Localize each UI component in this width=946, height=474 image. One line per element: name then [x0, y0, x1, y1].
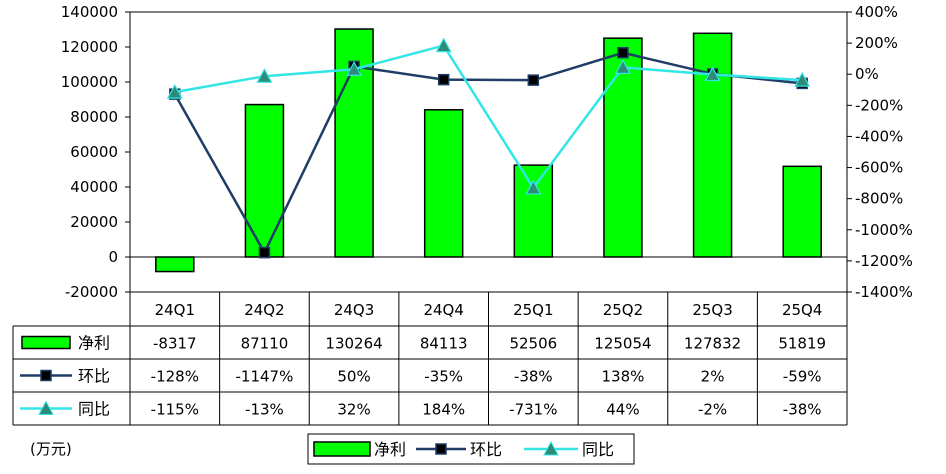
marker-triangle-25Q2: [614, 59, 631, 74]
bar-24Q4: [423, 109, 464, 258]
left-axis-tick-label: 80000: [70, 108, 118, 126]
left-axis-tick-label: 40000: [70, 178, 118, 196]
right-axis-tick-label: -200%: [855, 96, 903, 114]
right-axis-tick-label: -800%: [855, 190, 903, 208]
marker-triangle-25Q3: [704, 66, 721, 82]
table-cell-2-0: -115%: [151, 401, 199, 419]
table-cell-0-1: 87110: [241, 335, 289, 353]
legend-label: 同比: [582, 440, 614, 459]
row-name: 净利: [78, 334, 110, 353]
row-key-square: [40, 369, 52, 382]
legend-key-triangle: [543, 440, 559, 456]
lines: [166, 37, 811, 259]
category-label-25Q3: 25Q3: [692, 301, 732, 319]
row-key-triangle: [38, 400, 54, 415]
row-key-bar: [21, 335, 71, 350]
left-axis-tick-label: 0: [108, 248, 118, 266]
legend-label: 环比: [470, 440, 502, 459]
left-axis-tick-label: 60000: [70, 143, 118, 161]
table-cell-1-5: 138%: [601, 368, 644, 386]
legend: 净利 环比 同比: [307, 433, 635, 465]
category-label-24Q3: 24Q3: [334, 301, 374, 319]
marker-square-25Q2: [617, 47, 629, 59]
right-axis-tick-label: -1000%: [855, 221, 913, 239]
row-name: 环比: [78, 367, 110, 386]
right-axis-tick-label: 0%: [855, 65, 879, 83]
marker-triangle-24Q3: [346, 60, 363, 76]
table-cell-1-2: 50%: [337, 368, 370, 386]
bar-25Q2: [603, 37, 643, 258]
line-series-1: [173, 51, 803, 256]
left-axis-tick-label: 120000: [61, 38, 118, 56]
bar-24Q1: [155, 256, 195, 273]
right-axis-tick-label: -1200%: [855, 252, 913, 270]
category-label-25Q2: 25Q2: [603, 301, 643, 319]
category-label-25Q4: 25Q4: [782, 301, 822, 319]
category-label-24Q1: 24Q1: [155, 301, 195, 319]
left-axis-tick-label: -20000: [65, 283, 118, 301]
table-cell-1-0: -128%: [151, 368, 199, 386]
marker-triangle-24Q4: [435, 37, 452, 53]
bar-24Q2: [244, 103, 285, 258]
table-cell-2-2: 32%: [337, 401, 370, 419]
table-cell-1-7: -59%: [783, 368, 822, 386]
marker-triangle-25Q4: [794, 71, 811, 87]
marker-square-24Q2: [258, 246, 271, 259]
right-axis-tick-label: -400%: [855, 127, 903, 145]
data-table: 24Q1 24Q2 24Q3 24Q4 25Q1 25Q2 25Q3 25Q4 净利 -8317 8…: [12, 292, 848, 426]
category-label-25Q1: 25Q1: [513, 301, 553, 319]
table-cell-2-4: -731%: [509, 401, 557, 419]
unit-label: (万元): [30, 440, 72, 458]
table-cell-0-7: 51819: [778, 335, 826, 353]
table-cell-1-3: -35%: [424, 368, 463, 386]
right-axis-tick-label: -600%: [855, 159, 903, 177]
marker-triangle-25Q1: [525, 179, 542, 195]
table-cell-0-3: 84113: [420, 335, 468, 353]
table-cell-0-4: 52506: [509, 335, 557, 353]
legend-key-square: [435, 443, 447, 455]
table-cell-2-1: -13%: [245, 401, 284, 419]
table-cell-2-5: 44%: [606, 401, 639, 419]
category-label-24Q2: 24Q2: [244, 301, 284, 319]
marker-square-25Q1: [527, 74, 540, 86]
table-cell-0-6: 127832: [684, 335, 741, 353]
marker-triangle-24Q1: [166, 83, 183, 99]
bar-25Q4: [782, 165, 822, 258]
left-axis-tick-label: 100000: [61, 73, 118, 91]
legend-key-bar: [313, 441, 371, 457]
table-cell-0-5: 125054: [594, 335, 651, 353]
marker-triangle-24Q2: [256, 67, 273, 83]
left-axis-tick-label: 20000: [70, 213, 118, 231]
row-name: 同比: [78, 400, 110, 419]
line-series-2: [174, 44, 803, 191]
left-axis-tick-label: 140000: [61, 3, 118, 21]
table-cell-1-4: -38%: [514, 368, 553, 386]
table-cell-1-6: 2%: [701, 368, 725, 386]
right-axis-tick-label: 200%: [855, 34, 898, 52]
category-label-24Q4: 24Q4: [423, 301, 463, 319]
marker-square-24Q4: [437, 73, 450, 86]
plot-frame: [129, 11, 848, 293]
table-cell-0-2: 130264: [325, 335, 382, 353]
legend-label: 净利: [374, 440, 406, 459]
bar-25Q1: [513, 164, 554, 258]
axes: -20000 0 20000 40000 60000 80000 100000 120000 1…: [61, 3, 913, 301]
table-cell-2-3: 184%: [422, 401, 465, 419]
right-axis-tick-label: 400%: [855, 3, 898, 21]
right-axis-tick-label: -1400%: [855, 283, 913, 301]
table-cell-0-0: -8317: [153, 335, 197, 353]
table-cell-2-7: -38%: [783, 401, 822, 419]
table-cell-2-6: -2%: [698, 401, 727, 419]
table-cell-1-1: -1147%: [236, 368, 294, 386]
